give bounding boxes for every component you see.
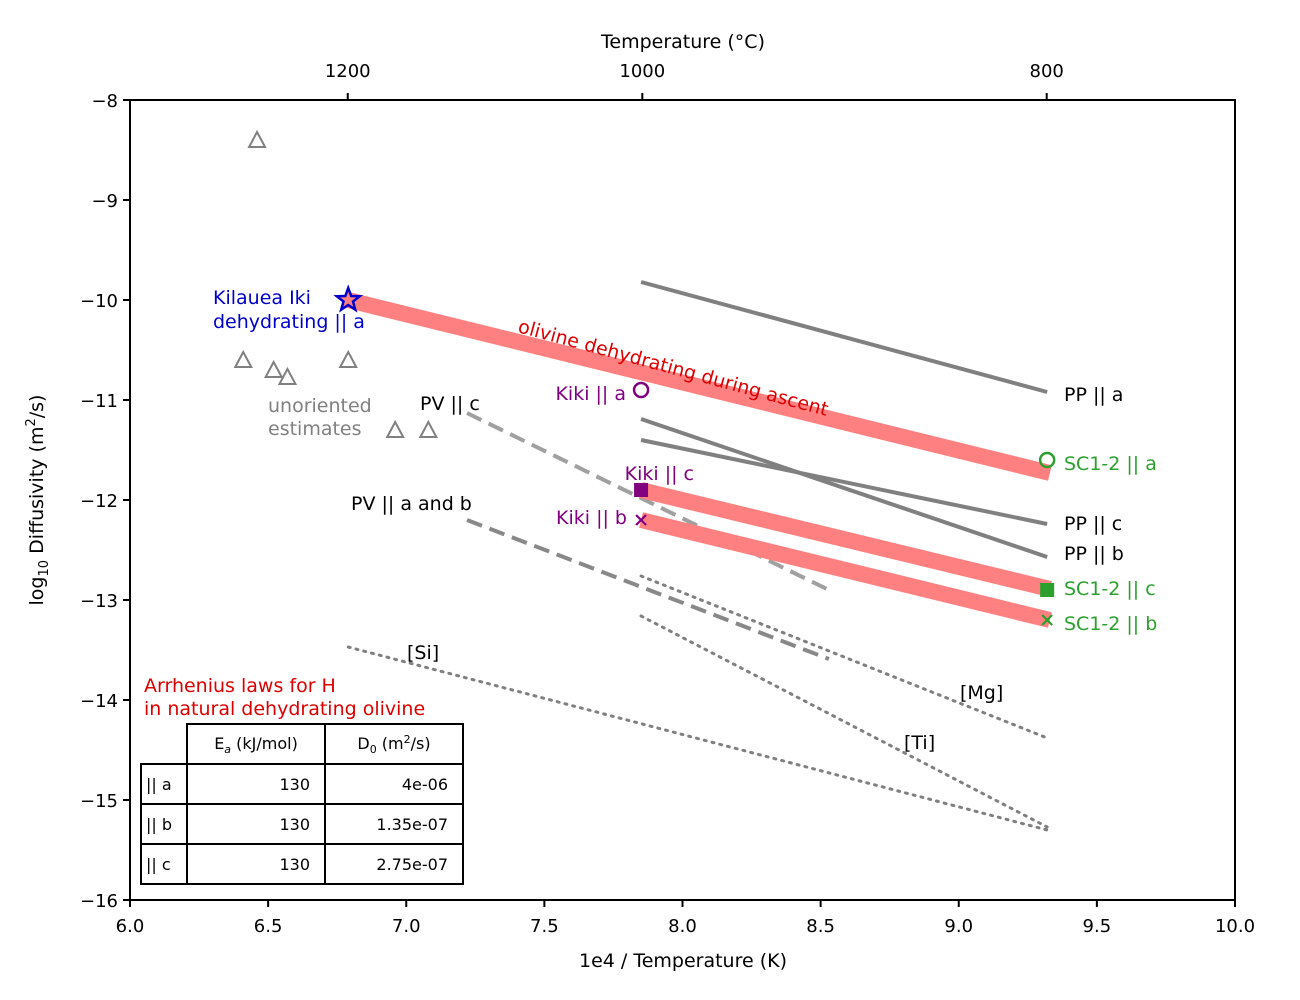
top-axis-label: Temperature (°C) [600, 31, 765, 53]
unoriented-triangle [418, 419, 439, 438]
sc-b-label: SC1-2 || b [1064, 613, 1157, 635]
unoriented-triangle [263, 359, 284, 378]
x-tick-label: 6.0 [116, 916, 145, 937]
table-ea-value: 130 [279, 855, 310, 874]
unoriented-triangle [233, 349, 253, 368]
mg-label: [Mg] [960, 682, 1003, 704]
pp-line [640, 417, 1048, 559]
y-tick-label: −12 [80, 491, 118, 512]
table-ea-value: 130 [279, 775, 310, 794]
si-label: [Si] [407, 642, 439, 664]
unoriented-triangle [277, 366, 298, 385]
kilauea-label-line2: dehydrating || a [213, 311, 365, 333]
kiki-marker-stroke [635, 514, 647, 526]
sc-marker [1038, 451, 1056, 469]
top-tick-label: 1200 [325, 61, 371, 82]
y-tick-label: −10 [80, 291, 118, 312]
ti-label: [Ti] [904, 732, 935, 754]
unoriented-label-line1: unoriented [268, 395, 372, 417]
pp-a-label: PP || a [1064, 384, 1123, 406]
unoriented-triangle [338, 349, 358, 368]
pp-line [640, 438, 1048, 526]
dotted-line [639, 614, 1049, 829]
y-tick-label: −8 [91, 91, 118, 112]
top-tick-label: 800 [1030, 61, 1064, 82]
kiki-marker [635, 514, 647, 526]
top-tick-label: 1000 [619, 61, 665, 82]
y-tick-label: −16 [80, 891, 118, 912]
y-axis-label: log10 Diffusivity (m2/s) [24, 395, 52, 606]
sc-c-label: SC1-2 || c [1064, 578, 1156, 600]
unoriented-triangle [247, 129, 267, 148]
sc-a-label: SC1-2 || a [1064, 453, 1157, 475]
x-axis-label: 1e4 / Temperature (K) [579, 950, 787, 972]
kilauea-label-line1: Kilauea Iki [213, 287, 311, 309]
dotted-line [346, 645, 1049, 832]
sc-marker-stroke [1041, 614, 1053, 626]
kiki-b-label: Kiki || b [556, 507, 627, 529]
kiki-c-label: Kiki || c [625, 463, 694, 485]
pv-c-line [466, 411, 830, 592]
arrhenius-table: Ea (kJ/mol) D0 (m2/s) || a 130 4e-06 || b 13… [140, 723, 464, 885]
x-tick-label: 9.0 [944, 916, 973, 937]
table-d0-value: 4e-06 [402, 775, 448, 794]
kiki-marker [632, 381, 650, 399]
dehydrating-line [639, 482, 1052, 597]
table-header-d0: D0 (m2/s) [357, 733, 430, 756]
table-row-label: || b [146, 815, 172, 834]
x-tick-label: 8.0 [668, 916, 697, 937]
x-tick-label: 8.5 [806, 916, 835, 937]
y-tick-label: −11 [80, 391, 118, 412]
table-row-label: || a [146, 775, 172, 794]
arrhenius-label-line1: Arrhenius laws for H [144, 675, 336, 697]
x-tick-label: 7.0 [392, 916, 421, 937]
dehydrating-line [639, 512, 1052, 628]
table-d0-value: 1.35e-07 [376, 815, 448, 834]
pp-b-label: PP || b [1064, 543, 1124, 565]
x-tick-label: 10.0 [1215, 916, 1255, 937]
table-cell [324, 843, 464, 885]
pp-c-label: PP || c [1064, 513, 1122, 535]
y-tick-label: −15 [80, 791, 118, 812]
sc-marker [1040, 583, 1055, 597]
kiki-a-label: Kiki || a [555, 383, 626, 405]
table-d0-value: 2.75e-07 [376, 855, 448, 874]
table-header-ea: Ea (kJ/mol) [214, 734, 298, 756]
x-tick-label: 7.5 [530, 916, 559, 937]
table-row-label: || c [146, 855, 171, 874]
sc-marker [1041, 614, 1053, 626]
pv-ab-label: PV || a and b [351, 493, 472, 515]
x-tick-label: 9.5 [1083, 916, 1112, 937]
table-ea-value: 130 [279, 815, 310, 834]
pv-c-label: PV || c [420, 393, 480, 415]
dehydrating-line [346, 292, 1052, 481]
y-tick-label: −13 [80, 591, 118, 612]
unoriented-triangle [385, 419, 405, 438]
unoriented-label-line2: estimates [268, 418, 362, 440]
kilauea-star [333, 284, 364, 313]
arrhenius-label-line2: in natural dehydrating olivine [144, 698, 425, 720]
y-tick-label: −9 [91, 191, 118, 212]
x-tick-label: 6.5 [254, 916, 283, 937]
kiki-marker [634, 483, 649, 497]
ascent-label: olivine dehydrating during ascent [516, 316, 831, 421]
pv-ab-line [466, 518, 830, 661]
dotted-line [639, 574, 1049, 740]
y-tick-label: −14 [80, 691, 118, 712]
pp-line [640, 280, 1048, 394]
